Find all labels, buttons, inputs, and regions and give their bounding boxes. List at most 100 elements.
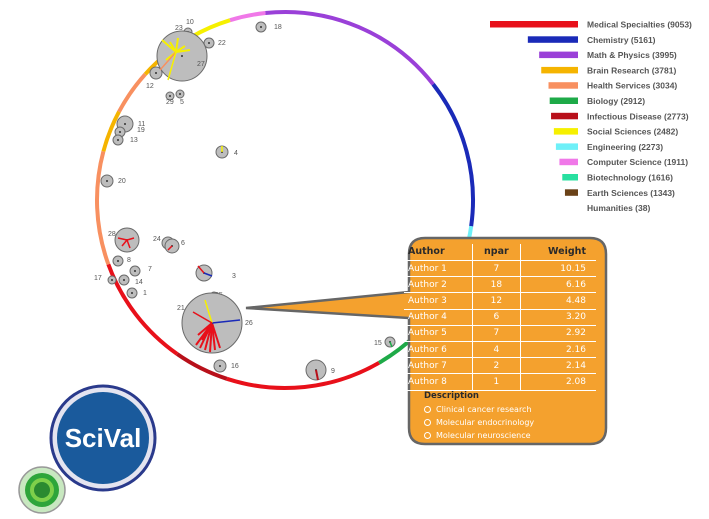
node-center [119,131,121,133]
scival-logo-text: SciVal [65,423,142,453]
cell-author: Author 1 [404,260,473,278]
header-weight: Weight [520,244,596,261]
ring-segment [229,11,266,23]
description-text: Molecular neuroscience [436,431,531,440]
legend-bar [564,189,578,196]
node-center [208,42,210,44]
cell-npar: 6 [471,309,521,326]
cell-author: Author 4 [404,309,473,326]
description-text: Molecular endocrinology [436,418,535,427]
discipline-spoke [175,37,179,53]
node-label: 15 [374,340,382,347]
discipline-spoke [203,272,213,277]
cell-author: Author 5 [404,325,473,342]
node-label: 21 [177,305,185,312]
legend-label: Chemistry (5161) [587,35,656,45]
legend-label: Social Sciences (2482) [587,127,678,137]
discipline-spoke [126,239,131,249]
node-label: 23 [175,25,183,32]
cell-weight: 10.15 [520,260,596,278]
node-label: 10 [186,19,194,26]
discipline-spoke [211,322,221,349]
node-label: 27 [197,61,205,68]
node-center [124,123,126,125]
node-label: 14 [135,279,143,286]
legend-label: Biotechnology (1616) [587,173,673,183]
discipline-spoke [315,369,319,381]
cell-npar: 7 [471,325,521,342]
cell-weight: 3.20 [520,309,596,326]
cell-author: Author 6 [404,341,473,359]
node-label: 6 [181,240,185,247]
node-label: 9 [331,368,335,375]
table-row: Author 5 7 2.92 [404,325,596,342]
node-label: 17 [94,275,102,282]
discipline-spoke [126,237,135,241]
author-weight-table: Author npar Weight Author 1 7 10.15 Author … [404,244,596,391]
table-row: Author 1 7 10.15 [404,260,596,278]
legend-bar [562,174,578,181]
cell-weight: 6.16 [520,276,596,294]
node-label: 18 [274,24,282,31]
node-center [117,139,119,141]
discipline-spoke [197,265,205,274]
cell-author: Author 8 [404,373,473,391]
node-label: 22 [218,40,226,47]
cell-npar: 2 [471,357,521,375]
discipline-legend: Medical Specialties (9053) Chemistry (516… [490,20,692,213]
cell-npar: 12 [471,292,521,310]
ring-segment [226,361,380,390]
bullet-icon [424,432,431,439]
legend-bar [553,128,578,135]
callout-description: Description Clinical cancer research Mole… [424,391,594,442]
legend-bar [555,143,578,150]
legend-bar [490,21,578,28]
cell-author: Author 3 [404,292,473,310]
small-logo-icon [18,466,66,514]
cell-npar: 1 [471,373,521,391]
cell-weight: 2.14 [520,357,596,375]
table-row: Author 2 18 6.16 [404,276,596,294]
description-title: Description [424,391,479,401]
cell-weight: 4.48 [520,292,596,310]
legend-bar [559,158,578,166]
description-item: Molecular neuroscience [424,429,594,442]
legend-bar [551,112,578,120]
discipline-spoke [389,341,393,348]
ring-segment [265,10,435,86]
ring-segment [117,72,147,113]
discipline-spoke [167,51,177,81]
legend-label: Humanities (38) [587,203,650,213]
discipline-spoke [192,311,213,324]
legend-label: Earth Sciences (1343) [587,188,675,198]
node-label: 7 [148,266,152,273]
node-center [117,260,119,262]
node-center [134,270,136,272]
table-header-row: Author npar Weight [404,244,596,261]
node-label: 12 [146,83,154,90]
description-item: Molecular endocrinology [424,416,594,429]
node-label: 24 [153,236,161,243]
discipline-spoke [204,299,213,324]
description-item: Clinical cancer research [424,403,594,416]
node-label: 3 [232,273,236,280]
node-label: 5 [180,99,184,106]
ring-segment [176,352,228,381]
header-author: Author [404,244,473,261]
node-center [219,365,221,367]
legend-label: Computer Science (1911) [587,157,688,167]
node-label: 1 [143,290,147,297]
ring-segment [190,18,231,39]
node-label: 26 [245,320,253,327]
discipline-spoke [159,51,177,71]
ring-segment [101,110,121,152]
node-label: 11 [138,121,145,128]
node-center [181,55,183,57]
table-row: Author 4 6 3.20 [404,309,596,326]
node-center [169,95,171,97]
node-center [179,93,181,95]
header-npar: npar [471,244,521,261]
discipline-spoke [201,322,213,341]
cell-weight: 2.08 [520,373,596,391]
